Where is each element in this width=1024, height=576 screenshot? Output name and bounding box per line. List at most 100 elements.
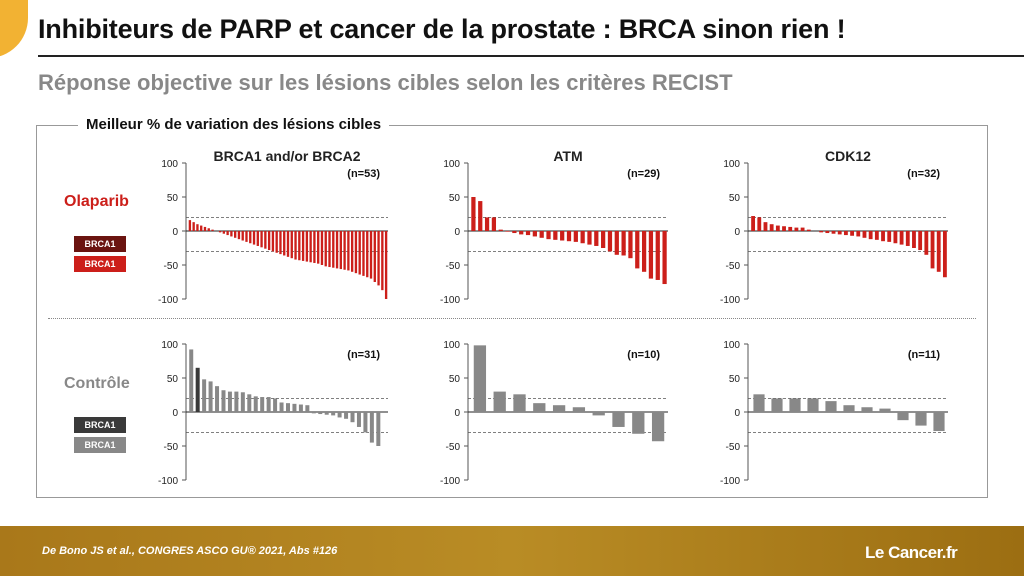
- bar: [856, 231, 861, 237]
- bar: [512, 231, 517, 234]
- bar: [513, 394, 526, 412]
- bar: [912, 231, 916, 248]
- bar: [655, 231, 660, 280]
- bar: [572, 407, 586, 412]
- bar: [377, 231, 380, 286]
- bar: [317, 231, 320, 264]
- bar: [256, 231, 259, 246]
- y-tick-label: 50: [729, 193, 741, 204]
- bar: [350, 231, 354, 272]
- y-tick-label: 0: [454, 227, 460, 238]
- bar: [837, 231, 842, 235]
- y-tick-label: -50: [164, 261, 179, 272]
- bar: [313, 231, 316, 263]
- bar: [275, 231, 278, 253]
- bar: [471, 197, 476, 231]
- bar: [350, 412, 355, 423]
- bar: [641, 231, 647, 272]
- logo-word: Cancer: [888, 543, 942, 562]
- y-tick-label: -100: [440, 476, 460, 487]
- bar: [930, 231, 935, 269]
- bar: [290, 231, 293, 259]
- bar: [305, 231, 309, 262]
- bar: [662, 231, 667, 285]
- bar: [861, 407, 873, 412]
- bar: [266, 397, 271, 412]
- bar: [362, 231, 365, 276]
- bar: [862, 231, 867, 238]
- bar: [753, 394, 765, 412]
- bar: [651, 412, 665, 442]
- bar: [324, 412, 329, 415]
- bar: [478, 201, 483, 231]
- row-label-control: Contrôle: [64, 375, 130, 392]
- bar: [273, 398, 278, 412]
- bar: [366, 231, 369, 278]
- bar: [594, 231, 599, 246]
- y-tick-label: 100: [723, 159, 740, 170]
- y-tick-label: -50: [726, 261, 741, 272]
- page-title: Inhibiteurs de PARP et cancer de la pros…: [38, 14, 846, 44]
- bar: [343, 231, 346, 270]
- bar: [354, 231, 358, 274]
- bar: [614, 231, 619, 255]
- bar: [843, 405, 855, 412]
- bar: [648, 231, 654, 279]
- bar: [381, 231, 384, 291]
- bar: [203, 226, 207, 231]
- y-tick-label: -50: [446, 442, 461, 453]
- bar: [311, 412, 316, 414]
- bar: [309, 231, 312, 263]
- row-label-olaparib: Olaparib: [64, 193, 129, 210]
- bar: [552, 405, 566, 412]
- y-tick-label: 0: [734, 408, 740, 419]
- legend-olaparib-dark: BRCA1: [74, 236, 126, 252]
- bar: [546, 231, 551, 240]
- bar: [775, 225, 780, 231]
- y-tick-label: -100: [158, 295, 178, 306]
- bar: [373, 231, 376, 282]
- bar: [227, 391, 232, 412]
- y-tick-label: 0: [454, 408, 460, 419]
- bar: [298, 404, 303, 412]
- bar: [192, 222, 195, 231]
- bar: [918, 231, 923, 251]
- bar: [283, 231, 286, 256]
- bar: [905, 231, 910, 246]
- y-tick-label: 100: [443, 159, 460, 170]
- y-tick-label: -100: [158, 476, 178, 487]
- bar: [218, 231, 222, 233]
- bar: [794, 227, 799, 231]
- bar: [292, 403, 297, 412]
- bar: [320, 231, 324, 265]
- bar: [800, 227, 805, 231]
- bar: [868, 231, 873, 240]
- y-tick-label: 0: [172, 408, 178, 419]
- frame-title: Meilleur % de variation des lésions cibl…: [78, 116, 390, 133]
- bar: [384, 231, 388, 299]
- bar: [806, 229, 811, 231]
- bar: [200, 225, 203, 231]
- y-tick-label: 0: [734, 227, 740, 238]
- bar: [899, 231, 904, 245]
- bar: [897, 412, 909, 421]
- bar: [286, 231, 290, 257]
- bar: [831, 231, 836, 234]
- bar: [318, 412, 323, 415]
- bar: [245, 231, 248, 242]
- bar: [358, 231, 361, 275]
- bar: [189, 349, 194, 412]
- bar: [347, 231, 350, 271]
- y-tick-label: 100: [723, 340, 740, 351]
- page-subtitle: Réponse objective sur les lésions cibles…: [38, 70, 733, 95]
- bar: [301, 231, 305, 261]
- legend-control-dark: BRCA1: [74, 417, 126, 433]
- bar: [221, 390, 226, 412]
- y-tick-label: -100: [720, 295, 740, 306]
- footer-band: [0, 526, 1024, 576]
- bar: [202, 379, 207, 412]
- bar: [369, 231, 373, 279]
- waterfall-charts: 100 50 0 -50 -100 (n=53) BRCA1 and/or BRCA2 100…: [158, 148, 948, 487]
- bar: [247, 394, 252, 412]
- bar: [253, 396, 258, 412]
